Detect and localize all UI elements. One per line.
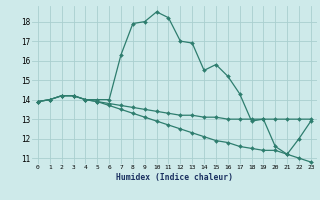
X-axis label: Humidex (Indice chaleur): Humidex (Indice chaleur)	[116, 173, 233, 182]
